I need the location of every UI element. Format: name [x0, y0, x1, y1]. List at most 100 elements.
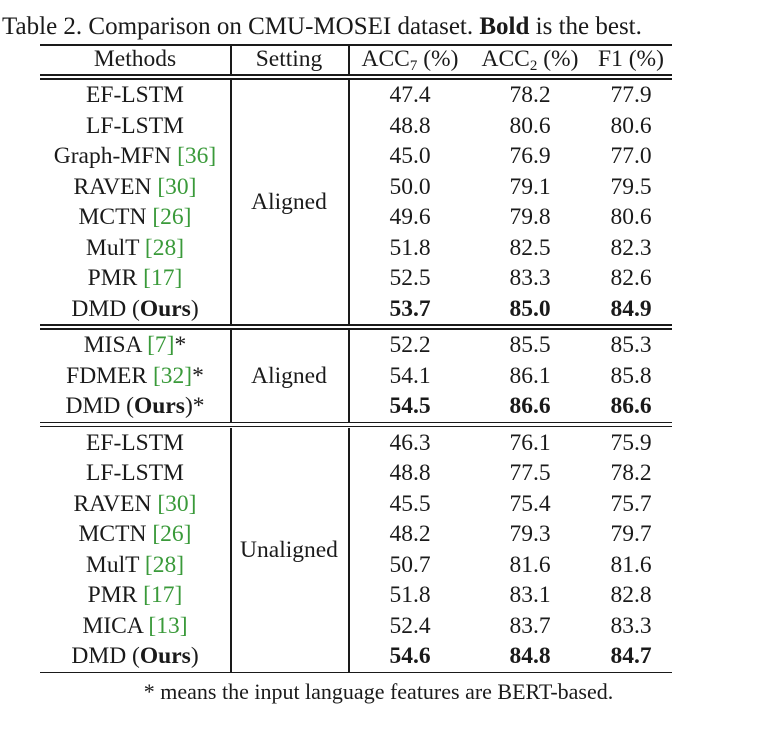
citation-ref: [30] [157, 490, 197, 517]
acc2-value: 79.1 [470, 172, 590, 202]
citation-ref: [28] [144, 234, 185, 261]
f1-text: 86.6 [610, 393, 652, 419]
acc7-text: 52.4 [389, 612, 431, 639]
acc7-value: 48.8 [350, 458, 470, 488]
acc7-text: 50.7 [389, 551, 431, 578]
acc7-text: 52.2 [389, 332, 431, 358]
acc7-value: 54.6 [350, 641, 470, 671]
header-setting: Setting [255, 46, 323, 72]
method-name: MISA [7]* [40, 330, 230, 360]
acc2-value: 83.3 [470, 263, 590, 293]
acc7-text: 48.2 [389, 521, 431, 547]
acc2-value: 76.1 [470, 428, 590, 458]
f1-text: 80.6 [610, 204, 652, 230]
citation-ref: [30] [157, 173, 197, 200]
method-label: DMD ( [71, 295, 140, 322]
f1-text: 78.2 [610, 460, 652, 486]
f1-value: 83.3 [590, 611, 672, 641]
header-acc7-sub: 7 [409, 58, 418, 74]
table-bottom-rule [40, 671, 672, 673]
method-name: PMR [17] [40, 263, 230, 293]
citation-ref: [32] [152, 362, 193, 389]
acc2-text: 76.9 [509, 143, 551, 169]
acc7-value: 54.5 [350, 391, 470, 421]
f1-value: 81.6 [590, 550, 672, 580]
f1-text: 84.9 [610, 295, 652, 322]
group-rule [40, 421, 672, 423]
acc2-text: 80.6 [509, 112, 551, 139]
acc7-value: 48.2 [350, 519, 470, 549]
method-suffix: * [192, 362, 204, 389]
acc7-value: 52.5 [350, 263, 470, 293]
f1-value: 80.6 [590, 111, 672, 141]
header-acc7: ACC7 (%) [350, 44, 470, 81]
acc2-value: 86.1 [470, 361, 590, 391]
group-rule [40, 324, 672, 326]
group-double-rule [40, 328, 672, 330]
f1-value: 82.3 [590, 233, 672, 263]
caption-prefix: Table 2. Comparison on CMU-MOSEI dataset… [2, 13, 480, 40]
citation-ref: [7] [147, 332, 175, 358]
method-name: DMD (Ours) [40, 294, 230, 324]
acc7-value: 51.8 [350, 580, 470, 610]
f1-value: 85.3 [590, 330, 672, 360]
method-label: MCTN [78, 204, 153, 230]
method-label: RAVEN [73, 490, 158, 517]
citation-ref: [28] [144, 551, 185, 578]
acc2-value: 75.4 [470, 489, 590, 519]
acc7-text: 50.0 [389, 173, 431, 200]
f1-text: 79.7 [610, 521, 652, 547]
acc2-value: 80.6 [470, 111, 590, 141]
method-label: MulT [85, 551, 145, 578]
acc7-text: 53.7 [389, 295, 431, 322]
acc7-value: 53.7 [350, 294, 470, 324]
acc7-text: 51.8 [389, 582, 431, 608]
acc2-value: 84.8 [470, 641, 590, 671]
header-divider [230, 44, 232, 74]
acc2-text: 85.5 [509, 332, 551, 358]
ours-label: Ours [139, 295, 191, 322]
acc2-value: 81.6 [470, 550, 590, 580]
method-label: PMR [87, 265, 144, 291]
method-name: MulT [28] [40, 233, 230, 263]
acc7-text: 48.8 [389, 112, 431, 139]
acc2-value: 86.6 [470, 391, 590, 421]
method-suffix: ) [190, 295, 199, 322]
acc2-text: 77.5 [509, 460, 551, 486]
f1-value: 84.9 [590, 294, 672, 324]
f1-text: 82.8 [610, 582, 652, 608]
method-name: RAVEN [30] [40, 172, 230, 202]
acc2-text: 79.3 [509, 521, 551, 547]
acc7-text: 45.5 [389, 490, 431, 517]
acc7-text: 47.4 [389, 82, 431, 108]
acc7-value: 50.0 [350, 172, 470, 202]
citation-ref: [13] [148, 612, 188, 639]
acc2-text: 86.1 [509, 362, 551, 389]
group-double-rule [40, 425, 672, 427]
acc2-text: 81.6 [509, 551, 551, 578]
header-acc7-unit: (%) [417, 46, 459, 72]
acc2-value: 85.0 [470, 294, 590, 324]
header-double-rule [40, 78, 672, 80]
acc2-text: 83.7 [509, 612, 551, 639]
setting-label: Unaligned [230, 535, 348, 565]
acc2-text: 76.1 [509, 429, 551, 456]
group-divider [348, 427, 350, 672]
setting-text: Aligned [251, 189, 327, 215]
group-divider [348, 80, 350, 324]
setting-label: Aligned [230, 187, 348, 217]
f1-text: 82.3 [610, 234, 652, 261]
f1-text: 81.6 [610, 551, 652, 578]
acc7-text: 45.0 [389, 143, 431, 169]
f1-value: 77.9 [590, 80, 672, 110]
method-label: EF-LSTM [86, 429, 184, 456]
acc2-text: 84.8 [509, 643, 551, 669]
method-name: RAVEN [30] [40, 489, 230, 519]
acc7-value: 54.1 [350, 361, 470, 391]
acc2-text: 82.5 [509, 234, 551, 261]
method-suffix: ) [190, 643, 199, 669]
f1-value: 85.8 [590, 361, 672, 391]
f1-text: 77.0 [610, 143, 652, 169]
f1-value: 79.5 [590, 172, 672, 202]
header-acc7-main: ACC [361, 46, 410, 72]
